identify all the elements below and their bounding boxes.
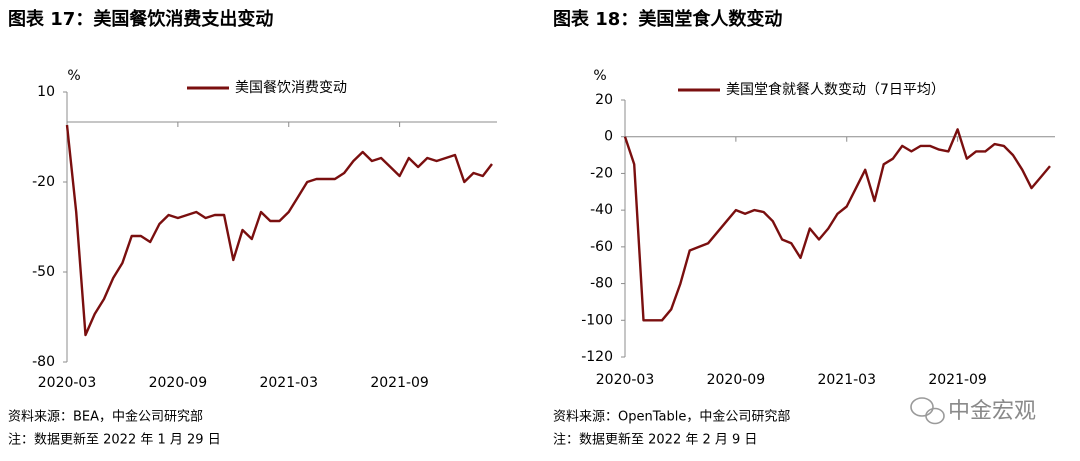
x-tick-label: 2021-03	[259, 375, 318, 391]
y-tick-label: -120	[581, 349, 613, 365]
y-tick-label: -20	[32, 174, 55, 190]
x-tick-label: 2020-09	[707, 372, 766, 388]
note: 注：数据更新至 2022 年 1 月 29 日	[8, 432, 221, 448]
y-unit: %	[593, 68, 606, 84]
y-tick-label: -60	[590, 239, 613, 255]
y-tick-label: -80	[32, 354, 55, 370]
x-tick-label: 2021-03	[817, 372, 876, 388]
x-tick-label: 2020-03	[596, 372, 655, 388]
x-tick-label: 2020-03	[38, 375, 97, 391]
y-tick-label: -40	[590, 202, 613, 218]
y-tick-label: -50	[32, 264, 55, 280]
y-tick-label: 20	[595, 92, 613, 108]
chart-title: 图表 17：美国餐饮消费支出变动	[8, 8, 273, 30]
x-tick-label: 2021-09	[928, 372, 987, 388]
y-tick-label: -20	[590, 165, 613, 181]
x-tick-label: 2021-09	[370, 375, 429, 391]
wechat-icon	[910, 397, 945, 425]
legend-label: 美国堂食就餐人数变动（7日平均）	[726, 81, 945, 98]
chart-title: 图表 18：美国堂食人数变动	[553, 8, 782, 30]
source: 资料来源：OpenTable，中金公司研究部	[553, 409, 790, 425]
y-tick-label: -80	[590, 276, 613, 292]
y-tick-label: -100	[581, 312, 613, 328]
note: 注：数据更新至 2022 年 2 月 9 日	[553, 432, 757, 448]
data-line	[65, 124, 493, 337]
y-tick-label: 10	[37, 84, 55, 100]
data-line	[623, 128, 1051, 322]
y-tick-label: 0	[604, 129, 613, 145]
x-tick-label: 2020-09	[149, 375, 208, 391]
watermark: 中金宏观	[948, 399, 1036, 424]
source: 资料来源：BEA，中金公司研究部	[8, 409, 203, 425]
legend-label: 美国餐饮消费变动	[235, 80, 347, 96]
y-unit: %	[67, 68, 80, 84]
